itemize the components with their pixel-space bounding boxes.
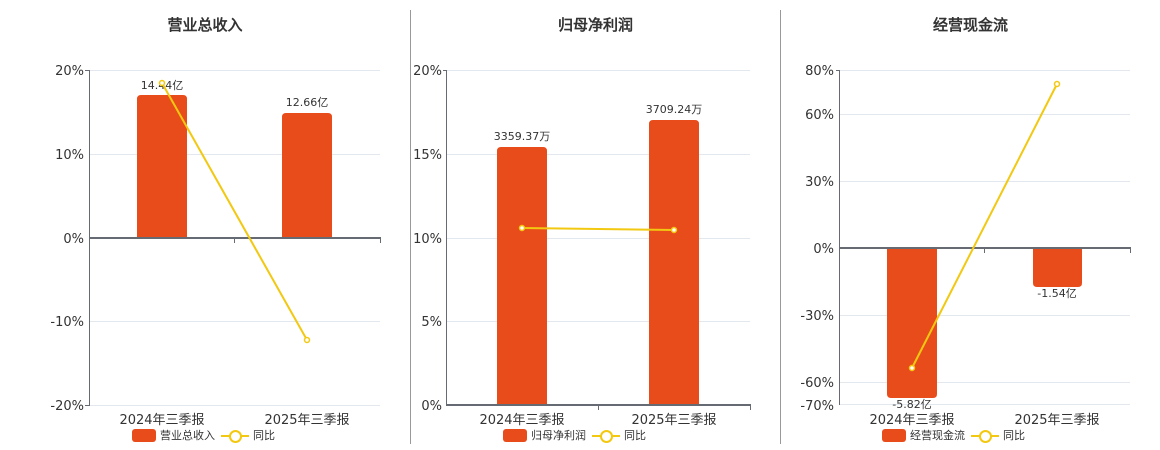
y-tick-label: -70%: [800, 399, 834, 414]
legend-label: 营业总收入: [160, 429, 215, 442]
chart-title: 归母净利润: [557, 16, 633, 34]
legend-item-line[interactable]: 同比: [592, 427, 646, 443]
legend: 经营现金流 同比: [882, 427, 1025, 443]
legend: 营业总收入 同比: [132, 427, 275, 443]
y-tick-label: 80%: [805, 64, 834, 79]
chart-panel-net-profit: 归母净利润: [411, 0, 780, 450]
gridlines: [446, 70, 750, 322]
chart-panel-operating-cash-flow: 经营现金流: [781, 0, 1160, 450]
yoy-point[interactable]: [303, 336, 311, 344]
bar-value-label: 3359.37万: [494, 130, 551, 143]
bar-2025[interactable]: [649, 120, 699, 405]
x-category-label: 2024年三季报: [479, 413, 564, 428]
yoy-point[interactable]: [518, 224, 526, 232]
legend-item-line[interactable]: 同比: [971, 427, 1025, 443]
chart-title: 经营现金流: [932, 16, 1008, 34]
legend-label: 同比: [253, 429, 275, 442]
x-category-label: 2025年三季报: [631, 413, 716, 428]
y-tick-label: -60%: [800, 376, 834, 391]
y-tick-label: 20%: [55, 64, 84, 79]
legend-item-bar[interactable]: 营业总收入: [132, 427, 215, 443]
y-tick-label: 30%: [805, 175, 834, 190]
bar-swatch-icon: [882, 428, 906, 442]
y-tick-label: -20%: [50, 399, 84, 414]
x-category-label: 2024年三季报: [869, 413, 954, 428]
bar-2024[interactable]: [137, 95, 187, 238]
y-tick-label: 0%: [813, 242, 834, 257]
yoy-point[interactable]: [1053, 80, 1061, 88]
legend: 归母净利润 同比: [503, 427, 646, 443]
bar-value-label: -1.54亿: [1037, 287, 1076, 300]
y-tick-label: 20%: [413, 64, 442, 79]
bar-swatch-icon: [132, 428, 156, 442]
legend-label: 同比: [624, 429, 646, 442]
chart-title: 营业总收入: [167, 16, 243, 34]
yoy-line: [911, 83, 1058, 369]
legend-label: 同比: [1003, 429, 1025, 442]
legend-item-bar[interactable]: 归母净利润: [503, 427, 586, 443]
y-tick-label: 0%: [421, 399, 442, 414]
yoy-point[interactable]: [158, 79, 166, 87]
line-marker-icon: [221, 429, 249, 443]
x-category-label: 2024年三季报: [119, 413, 204, 428]
yoy-line: [521, 227, 675, 231]
y-tick-label: 0%: [63, 232, 84, 247]
bar-2024[interactable]: [887, 248, 937, 398]
panel-separator: [780, 10, 781, 444]
bar-value-label: -5.82亿: [892, 398, 931, 411]
line-marker-icon: [592, 429, 620, 443]
y-tick-label: 10%: [55, 148, 84, 163]
y-tick-label: -10%: [50, 315, 84, 330]
legend-item-line[interactable]: 同比: [221, 427, 275, 443]
panel-separator: [410, 10, 411, 444]
legend-item-bar[interactable]: 经营现金流: [882, 427, 965, 443]
y-tick-label: 5%: [421, 315, 442, 330]
x-category-label: 2025年三季报: [264, 413, 349, 428]
yoy-line: [161, 82, 308, 341]
line-marker-icon: [971, 429, 999, 443]
bar-swatch-icon: [503, 428, 527, 442]
bar-value-label: 12.66亿: [286, 96, 329, 109]
legend-label: 经营现金流: [910, 429, 965, 442]
gridlines: [839, 70, 1130, 405]
legend-label: 归母净利润: [531, 429, 586, 442]
bar-value-label: 3709.24万: [646, 103, 703, 116]
y-tick-label: 10%: [413, 232, 442, 247]
y-tick-label: -30%: [800, 309, 834, 324]
y-tick-label: 60%: [805, 108, 834, 123]
yoy-point[interactable]: [670, 226, 678, 234]
yoy-point[interactable]: [908, 364, 916, 372]
y-tick-label: 15%: [413, 148, 442, 163]
bar-2025[interactable]: [1033, 248, 1082, 287]
chart-panel-revenue: 营业总收入: [0, 0, 410, 450]
bar-2025[interactable]: [282, 113, 332, 238]
x-category-label: 2025年三季报: [1014, 413, 1099, 428]
bar-2024[interactable]: [497, 147, 547, 405]
